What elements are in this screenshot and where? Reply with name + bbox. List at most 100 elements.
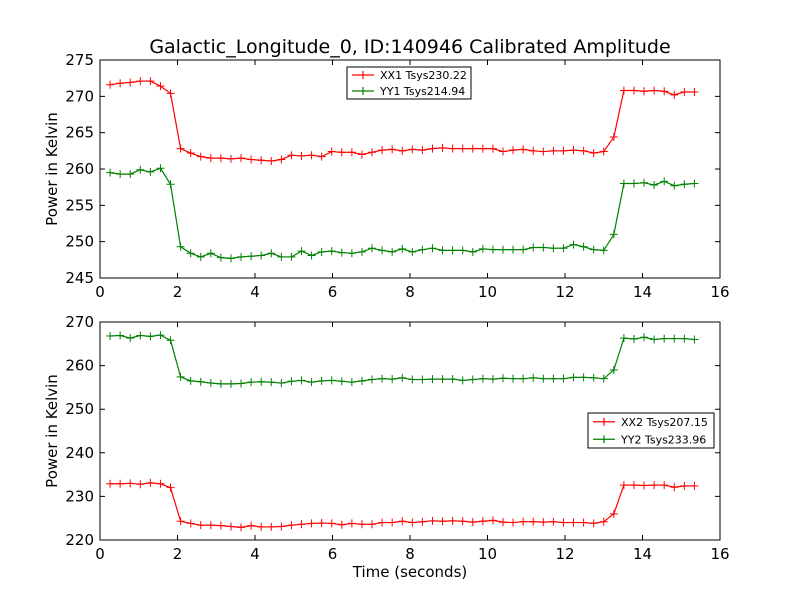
data-point-marker [357,520,366,529]
data-point-marker [317,518,326,527]
data-point-marker [690,87,699,96]
data-point-marker [448,516,457,525]
data-point-marker [106,168,115,177]
data-point-marker [196,252,205,261]
data-point-marker [136,77,145,86]
legend: XX1 Tsys230.22 YY1 Tsys214.94 [346,66,472,100]
legend-label: YY2 Tsys233.96 [620,433,706,446]
y-tick-label: 250 [65,233,94,251]
data-point-marker [347,148,356,157]
x-tick-label: 16 [710,283,729,301]
legend-label: XX1 Tsys230.22 [380,69,467,82]
data-point-marker [368,148,377,157]
data-point-marker [247,521,256,530]
data-point-marker [509,374,518,383]
data-point-marker [206,379,215,388]
data-point-marker [680,334,689,343]
data-point-marker [398,244,407,253]
data-point-marker [317,376,326,385]
data-point-marker [478,244,487,253]
data-point-marker [448,246,457,255]
data-point-marker [408,518,417,527]
data-point-marker [428,244,437,253]
data-point-marker [640,333,649,342]
data-point-marker [357,247,366,256]
data-point-marker [448,144,457,153]
data-point-marker [156,82,165,91]
data-point-marker [418,375,427,384]
data-point-marker [619,179,628,188]
data-point-marker [408,247,417,256]
data-point-marker [317,152,326,161]
data-point-marker [559,244,568,253]
data-point-marker [609,365,618,374]
data-point-marker [478,374,487,383]
data-point-marker [327,376,336,385]
data-point-marker [468,247,477,256]
data-point-marker [589,149,598,158]
series-xx1 [106,77,699,166]
data-point-marker [327,519,336,528]
x-tick-label: 2 [173,283,183,301]
data-point-marker [257,251,266,260]
data-point-marker [690,335,699,344]
x-tick-label: 2 [173,545,183,563]
data-point-marker [529,146,538,155]
data-point-marker [267,157,276,166]
data-point-marker [267,378,276,387]
data-point-marker [398,373,407,382]
data-point-marker [438,246,447,255]
data-point-marker [216,253,225,262]
data-point-marker [307,519,316,528]
data-point-marker [166,336,175,345]
data-point-marker [206,154,215,163]
data-point-marker [549,374,558,383]
y-tick-label: 275 [65,51,94,69]
data-point-marker [680,180,689,189]
x-tick-label: 4 [250,283,260,301]
x-tick-label: 0 [95,545,105,563]
data-point-marker [378,246,387,255]
data-point-marker [569,518,578,527]
series-yy2 [106,331,699,388]
data-point-marker [488,245,497,254]
data-point-marker [458,144,467,153]
x-tick-label: 8 [405,545,415,563]
data-point-marker [277,522,286,531]
data-point-marker [116,170,125,179]
data-point-marker [408,375,417,384]
data-point-marker [297,520,306,529]
data-point-marker [347,378,356,387]
data-point-marker [186,376,195,385]
data-point-marker [619,86,628,95]
data-point-marker [186,249,195,258]
legend-label: YY1 Tsys214.94 [379,85,465,98]
data-point-marker [539,518,548,527]
data-point-marker [549,146,558,155]
data-point-marker [347,519,356,528]
data-point-marker [488,144,497,153]
data-point-marker [438,143,447,152]
data-point-marker [670,334,679,343]
data-point-marker [206,521,215,530]
data-point-marker [559,374,568,383]
data-point-marker [670,90,679,99]
data-point-marker [267,522,276,531]
data-point-marker [327,147,336,156]
data-point-marker [408,145,417,154]
data-point-marker [509,518,518,527]
data-point-marker [146,332,155,341]
data-point-marker [609,230,618,239]
y-tick-label: 220 [65,531,94,549]
data-point-marker [337,248,346,257]
data-point-marker [398,517,407,526]
data-point-marker [146,478,155,487]
data-point-marker [448,375,457,384]
x-tick-label: 6 [328,283,338,301]
data-point-marker [579,373,588,382]
data-point-marker [156,479,165,488]
data-point-marker [599,147,608,156]
data-point-marker [166,483,175,492]
data-point-marker [226,254,235,263]
